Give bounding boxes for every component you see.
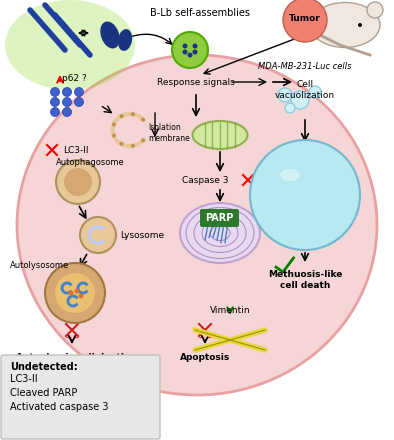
Text: Cell
vacuolization: Cell vacuolization <box>275 81 335 100</box>
Text: Methuosis-like
cell death: Methuosis-like cell death <box>268 270 342 290</box>
Circle shape <box>250 140 360 250</box>
Text: Cleaved PARP: Cleaved PARP <box>10 388 77 398</box>
Circle shape <box>78 293 84 298</box>
Circle shape <box>141 118 145 122</box>
Circle shape <box>69 290 74 296</box>
Circle shape <box>367 2 383 18</box>
Circle shape <box>55 273 95 313</box>
Circle shape <box>63 98 71 106</box>
Ellipse shape <box>100 22 120 48</box>
Circle shape <box>64 168 92 196</box>
Text: Caspase 3: Caspase 3 <box>182 176 228 184</box>
Circle shape <box>193 44 197 48</box>
Circle shape <box>131 144 135 148</box>
Text: Tumor: Tumor <box>289 14 321 22</box>
Text: p62 ?: p62 ? <box>62 73 87 83</box>
Circle shape <box>309 86 321 98</box>
Ellipse shape <box>5 0 135 90</box>
Circle shape <box>172 32 208 68</box>
Circle shape <box>188 52 193 58</box>
Circle shape <box>63 88 71 96</box>
Circle shape <box>45 263 105 323</box>
Ellipse shape <box>193 121 247 149</box>
Text: Lysosome: Lysosome <box>120 231 164 239</box>
Text: LC3-II: LC3-II <box>63 146 89 154</box>
Text: Autolysosome: Autolysosome <box>10 260 70 269</box>
Text: Isolation
membrane: Isolation membrane <box>148 123 190 143</box>
Circle shape <box>50 98 59 106</box>
Circle shape <box>74 98 84 106</box>
Text: LC3-II: LC3-II <box>10 374 37 384</box>
Text: Activated caspase 3: Activated caspase 3 <box>10 402 108 412</box>
Text: Response signals: Response signals <box>157 77 235 87</box>
FancyBboxPatch shape <box>1 355 160 439</box>
Circle shape <box>141 138 145 142</box>
Circle shape <box>63 107 71 117</box>
Circle shape <box>112 122 116 127</box>
Ellipse shape <box>310 3 380 48</box>
Circle shape <box>119 114 123 118</box>
Circle shape <box>50 88 59 96</box>
Text: PARP: PARP <box>205 213 233 223</box>
Circle shape <box>56 160 100 204</box>
Circle shape <box>74 289 80 293</box>
Circle shape <box>182 50 188 55</box>
Circle shape <box>74 88 84 96</box>
Text: Undetected:: Undetected: <box>10 362 78 372</box>
Ellipse shape <box>17 55 377 395</box>
Circle shape <box>112 133 116 137</box>
Ellipse shape <box>180 203 260 263</box>
Text: Apoptosis: Apoptosis <box>180 352 230 362</box>
Ellipse shape <box>118 29 132 51</box>
Text: B-Lb self-assemblies: B-Lb self-assemblies <box>150 8 250 18</box>
Text: Autophagosome: Autophagosome <box>56 158 125 166</box>
Circle shape <box>80 217 116 253</box>
Ellipse shape <box>280 169 300 181</box>
Text: MDA-MB-231-Luc cells: MDA-MB-231-Luc cells <box>258 62 352 71</box>
Circle shape <box>182 44 188 48</box>
FancyBboxPatch shape <box>200 209 239 227</box>
Circle shape <box>358 23 362 27</box>
Text: Vimentin: Vimentin <box>210 305 250 315</box>
Circle shape <box>50 107 59 117</box>
Text: Autophagic cell death: Autophagic cell death <box>16 352 128 362</box>
Circle shape <box>119 142 123 146</box>
Circle shape <box>131 112 135 116</box>
Circle shape <box>278 88 292 102</box>
Circle shape <box>283 0 327 42</box>
Circle shape <box>193 50 197 55</box>
Circle shape <box>285 103 295 113</box>
Circle shape <box>291 91 309 109</box>
